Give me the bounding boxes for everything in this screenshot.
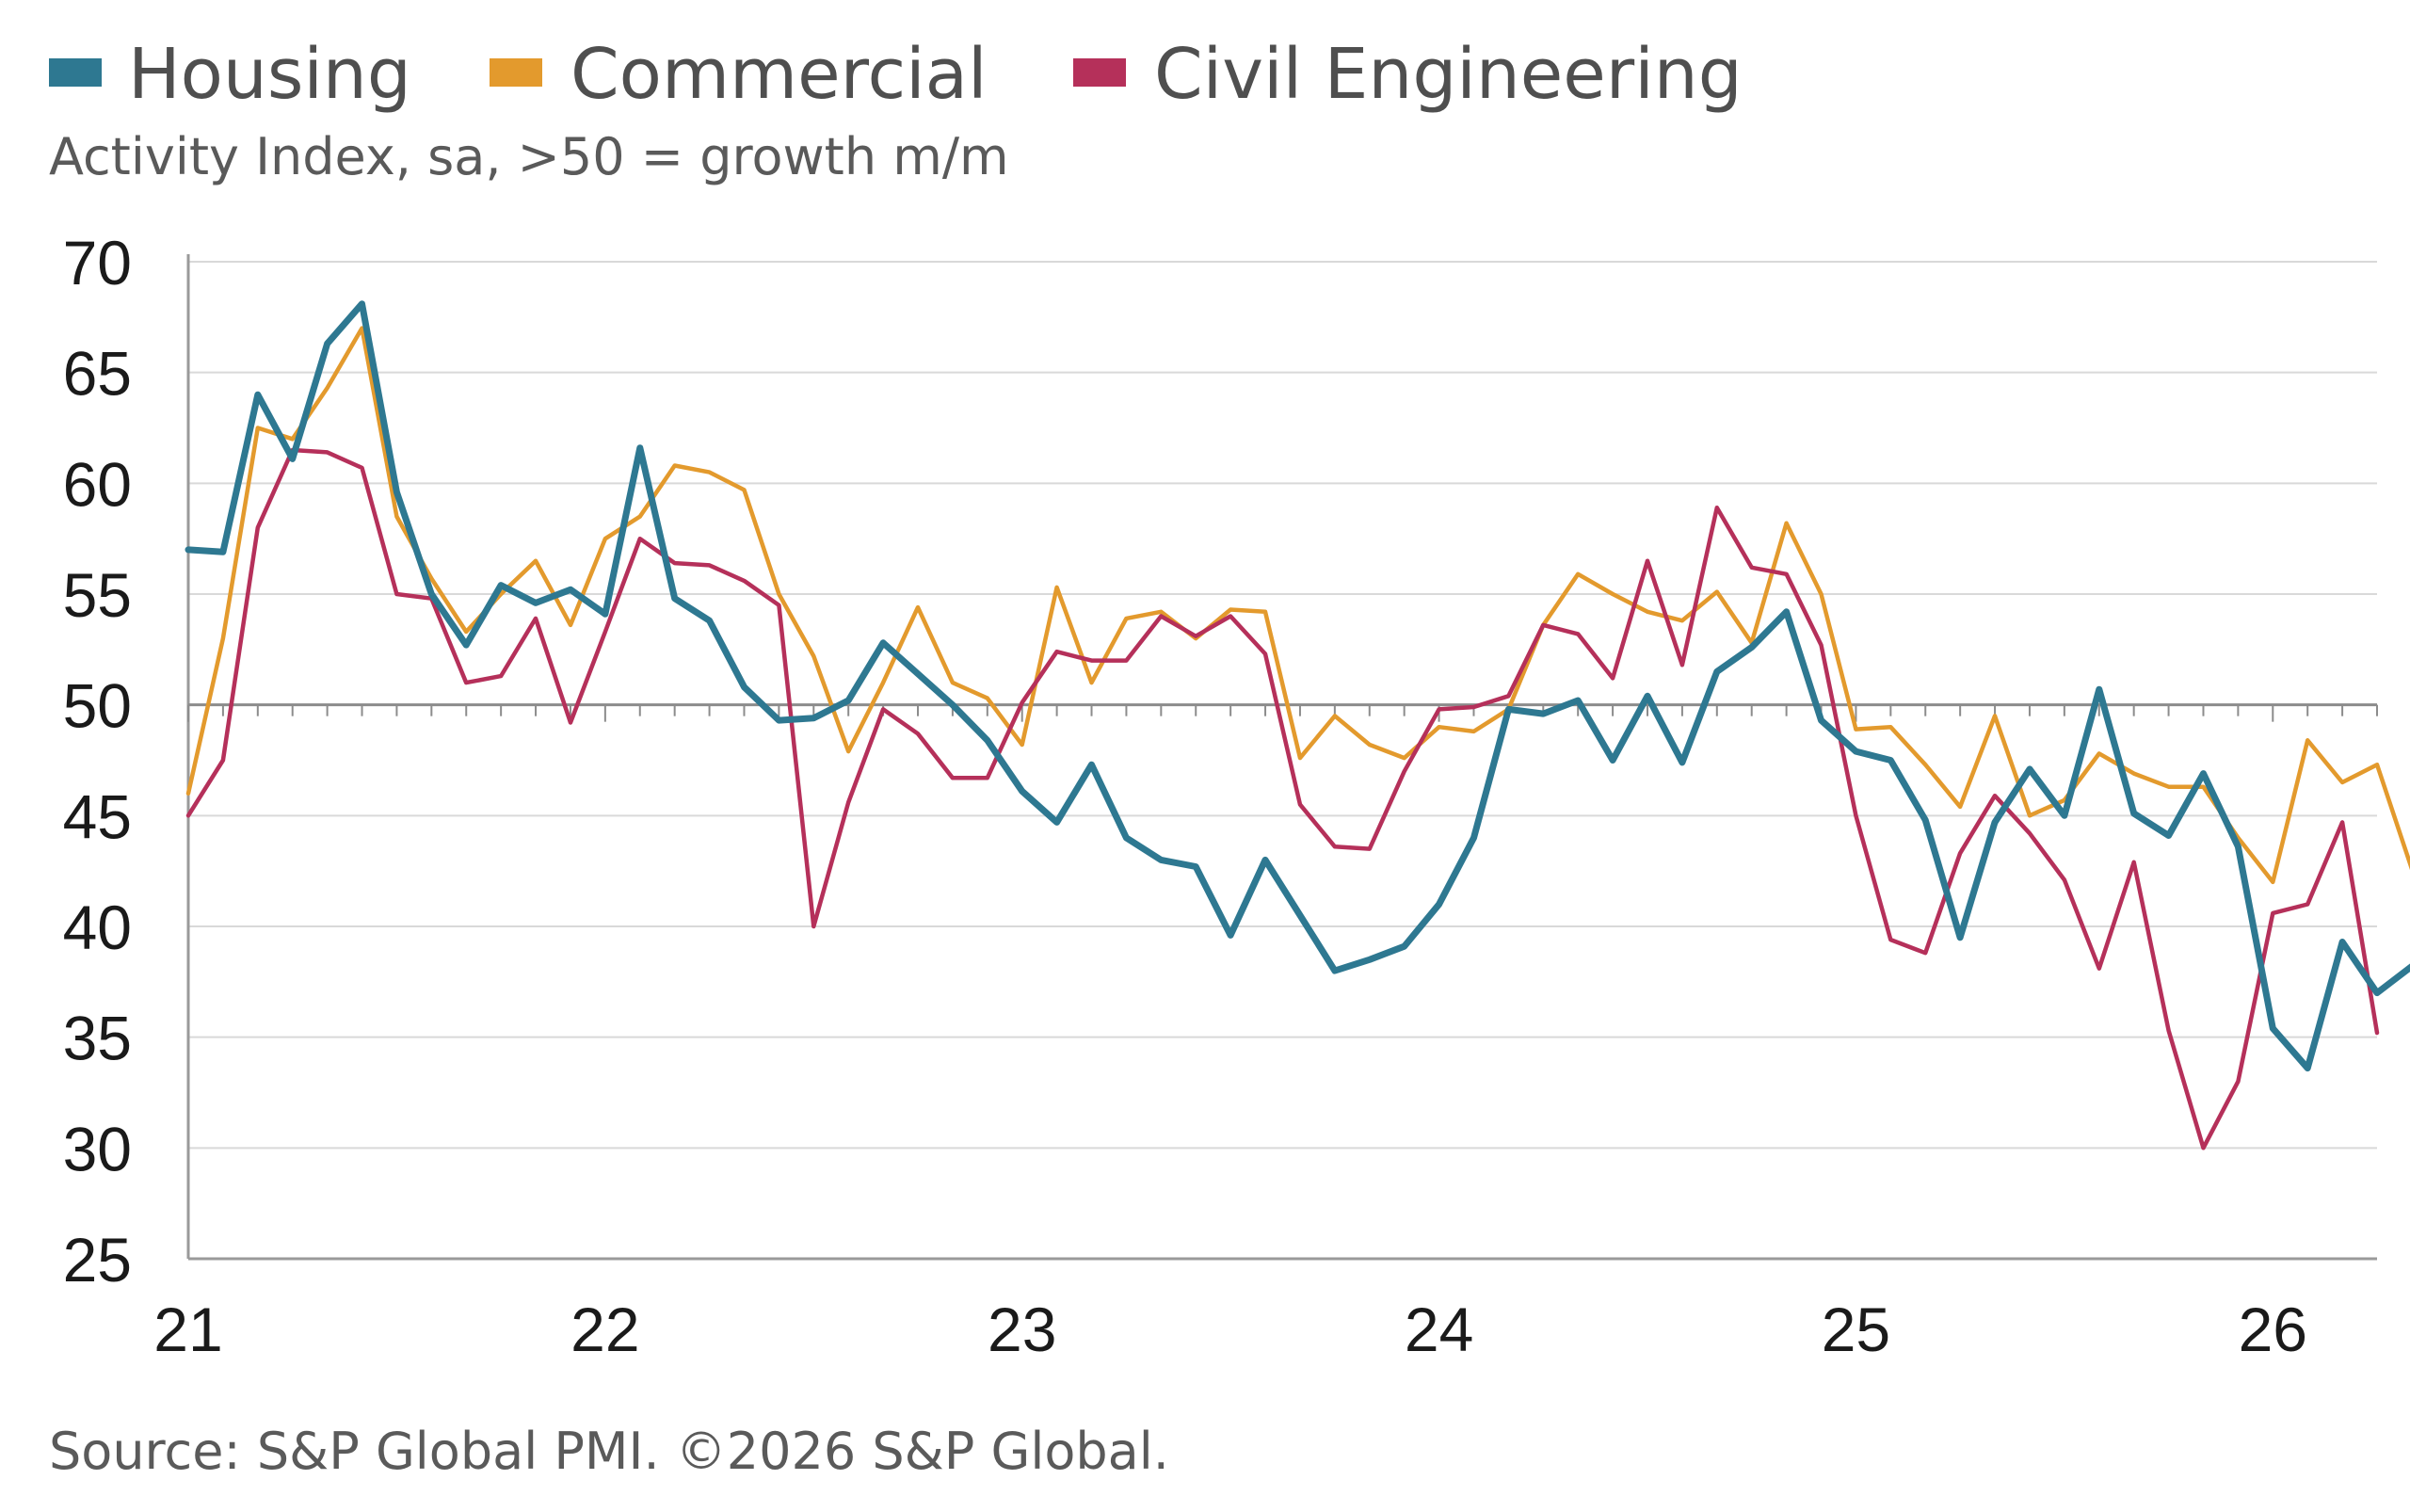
y-tick-label: 35 [63,1004,132,1073]
y-tick-label: 40 [63,893,132,962]
legend-label-housing: Housing [128,34,411,115]
legend-item-housing: Housing [49,34,411,115]
legend-label-civil-engineering: Civil Engineering [1154,34,1743,115]
legend-item-commercial: Commercial [490,34,988,115]
y-tick-label: 55 [63,560,132,630]
chart-subtitle: Activity Index, sa, >50 = growth m/m [49,127,1009,186]
y-tick-label: 30 [63,1114,132,1183]
x-tick-label: 22 [570,1295,639,1364]
legend-item-civil-engineering: Civil Engineering [1073,34,1743,115]
x-axis-tick-labels: 21 22 23 24 25 26 [153,1295,2307,1364]
source-note: Source: S&P Global PMI. ©2026 S&P Global… [49,1422,1169,1481]
y-axis-tick-labels: 70 65 60 55 50 45 40 35 30 25 [63,228,132,1295]
x-tick-label: 25 [1822,1295,1890,1364]
series-line-commercial [185,326,2410,885]
y-tick-label: 60 [63,449,132,519]
series-line-housing [185,300,2410,1072]
legend: Housing Commercial Civil Engineering [49,34,1743,115]
y-tick-label: 70 [63,228,132,298]
series-line-civil-engineering [185,447,2380,1150]
legend-swatch-commercial [490,58,542,87]
legend-swatch-housing [49,58,102,87]
series-lines [185,300,2410,1150]
y-tick-label: 50 [63,671,132,741]
y-tick-label: 65 [63,339,132,409]
x-tick-label: 26 [2239,1295,2307,1364]
legend-swatch-civil-engineering [1073,58,1126,87]
y-tick-label: 45 [63,781,132,851]
axes [186,254,2378,1261]
x-tick-label: 23 [988,1295,1056,1364]
x-tick-label: 24 [1405,1295,1473,1364]
y-tick-label: 25 [63,1225,132,1295]
x-tick-label: 21 [153,1295,222,1364]
legend-label-commercial: Commercial [570,34,988,115]
